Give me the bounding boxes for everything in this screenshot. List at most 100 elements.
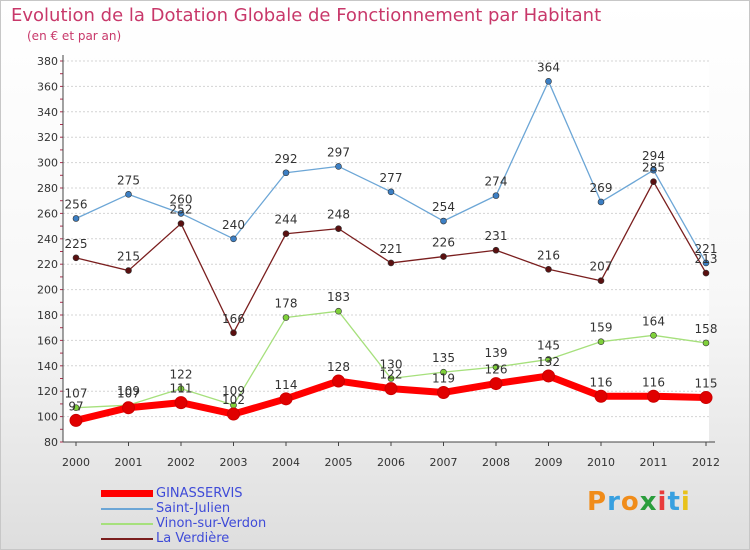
data-point bbox=[282, 314, 290, 321]
data-label: 114 bbox=[275, 378, 298, 392]
data-label: 126 bbox=[485, 363, 508, 377]
x-tick-label: 2000 bbox=[62, 456, 90, 469]
data-point bbox=[650, 178, 657, 185]
data-label: 107 bbox=[117, 387, 140, 401]
data-label: 159 bbox=[590, 321, 613, 335]
data-point bbox=[387, 188, 395, 196]
y-tick-label: 380 bbox=[37, 55, 58, 68]
chart-subtitle: (en € et par an) bbox=[27, 29, 122, 43]
x-tick-label: 2006 bbox=[377, 456, 405, 469]
data-label: 116 bbox=[590, 375, 613, 389]
legend-label: Vinon-sur-Verdon bbox=[156, 516, 267, 531]
data-label: 111 bbox=[170, 382, 193, 396]
y-tick-label: 360 bbox=[37, 80, 58, 93]
data-label: 122 bbox=[380, 368, 403, 382]
x-tick-label: 2005 bbox=[325, 456, 353, 469]
data-label: 252 bbox=[170, 203, 193, 217]
data-point bbox=[489, 377, 503, 391]
y-tick-label: 340 bbox=[37, 106, 58, 119]
data-point bbox=[279, 392, 293, 406]
y-tick-label: 300 bbox=[37, 157, 58, 170]
data-label: 145 bbox=[537, 338, 560, 352]
data-point bbox=[177, 210, 185, 217]
x-tick-label: 2001 bbox=[115, 456, 143, 469]
data-point bbox=[597, 338, 605, 345]
legend-swatch bbox=[101, 490, 153, 497]
data-point bbox=[387, 259, 395, 267]
logo-letter: P bbox=[587, 487, 608, 517]
data-label: 97 bbox=[68, 399, 83, 413]
legend-swatch bbox=[101, 507, 153, 510]
data-point bbox=[332, 374, 345, 388]
data-label: 207 bbox=[590, 260, 613, 274]
x-tick-label: 2002 bbox=[167, 456, 195, 469]
data-point bbox=[230, 329, 237, 337]
chart-title: Evolution de la Dotation Globale de Fonc… bbox=[11, 5, 602, 26]
data-label: 178 bbox=[275, 297, 298, 311]
series-la-verdi-re: 225 215 252 166 244 248 221 226 231 216 207 285 213 bbox=[65, 161, 717, 337]
x-tick-label: 2004 bbox=[272, 456, 300, 469]
y-tick-label: 160 bbox=[37, 334, 58, 347]
y-tick-label: 200 bbox=[37, 284, 58, 297]
y-tick-label: 180 bbox=[37, 309, 58, 322]
x-tick-label: 2012 bbox=[692, 456, 720, 469]
data-label: 231 bbox=[485, 229, 508, 243]
data-point bbox=[492, 246, 500, 254]
x-tick-label: 2003 bbox=[220, 456, 248, 469]
data-point bbox=[594, 389, 608, 403]
data-label: 275 bbox=[117, 173, 140, 187]
x-tick-label: 2009 bbox=[535, 456, 563, 469]
data-point bbox=[125, 191, 132, 198]
data-point bbox=[384, 382, 398, 396]
data-label: 122 bbox=[170, 368, 193, 382]
plot-area bbox=[63, 61, 709, 442]
y-tick-label: 80 bbox=[44, 436, 58, 449]
data-point bbox=[72, 215, 80, 222]
x-tick-label: 2010 bbox=[587, 456, 615, 469]
data-point bbox=[597, 198, 605, 206]
data-label: 132 bbox=[537, 355, 560, 369]
y-tick-label: 280 bbox=[37, 182, 58, 195]
data-label: 221 bbox=[380, 242, 403, 256]
y-tick-label: 120 bbox=[37, 385, 58, 398]
data-label: 221 bbox=[695, 242, 718, 256]
data-label: 292 bbox=[275, 152, 298, 166]
legend-swatch bbox=[101, 522, 153, 525]
data-label: 135 bbox=[432, 351, 455, 365]
data-point bbox=[72, 404, 80, 412]
x-tick-label: 2007 bbox=[430, 456, 458, 469]
y-tick-label: 220 bbox=[37, 258, 58, 271]
data-label: 109 bbox=[117, 384, 140, 398]
data-point bbox=[702, 339, 710, 347]
data-label: 116 bbox=[642, 375, 665, 389]
data-label: 225 bbox=[65, 237, 88, 251]
data-point bbox=[545, 265, 552, 273]
data-point bbox=[702, 269, 710, 277]
data-label: 260 bbox=[170, 192, 193, 206]
data-label: 119 bbox=[432, 371, 455, 385]
data-label: 139 bbox=[485, 346, 508, 360]
legend-swatch bbox=[101, 537, 153, 540]
data-label: 269 bbox=[590, 181, 613, 195]
data-label: 183 bbox=[327, 290, 350, 304]
data-point bbox=[597, 277, 605, 285]
data-point bbox=[125, 267, 132, 274]
data-point bbox=[387, 375, 395, 382]
data-label: 285 bbox=[642, 161, 665, 175]
data-label: 274 bbox=[485, 175, 508, 189]
data-label: 128 bbox=[327, 360, 350, 374]
data-point bbox=[650, 332, 657, 339]
data-point bbox=[335, 225, 342, 232]
data-label: 216 bbox=[537, 248, 560, 262]
legend-label: GINASSERVIS bbox=[156, 486, 243, 501]
data-label: 244 bbox=[275, 213, 298, 227]
data-point bbox=[230, 235, 237, 243]
logo-letter: x bbox=[639, 487, 658, 517]
data-label: 277 bbox=[380, 171, 403, 185]
data-point bbox=[650, 166, 657, 174]
data-point bbox=[440, 253, 447, 260]
data-label: 109 bbox=[222, 384, 245, 398]
